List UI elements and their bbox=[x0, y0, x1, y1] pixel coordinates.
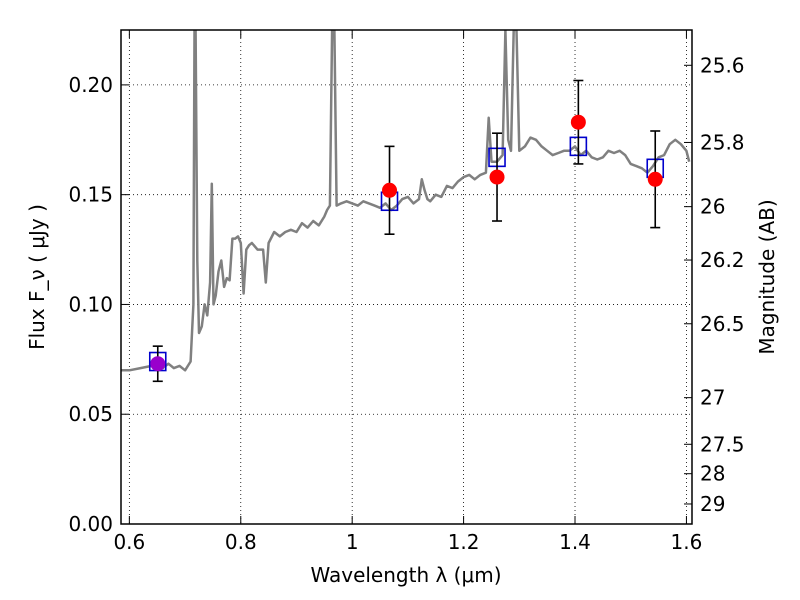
mag-tick-label: 29 bbox=[700, 492, 725, 516]
mag-tick-label: 26.2 bbox=[700, 248, 745, 272]
observed-point bbox=[489, 169, 505, 185]
observed-point bbox=[382, 182, 398, 198]
mag-tick-label: 28 bbox=[700, 462, 725, 486]
y-tick-label: 0.15 bbox=[68, 183, 113, 207]
y-tick-label: 0.00 bbox=[68, 512, 113, 536]
mag-tick-label: 25.6 bbox=[700, 53, 745, 77]
x-tick-label: 1.6 bbox=[671, 530, 703, 554]
plot-area bbox=[121, 30, 691, 383]
x-axis-label: Wavelength λ (μm) bbox=[310, 563, 501, 587]
y-axis-label: Flux F_ν ( μJy ) bbox=[25, 204, 49, 350]
axes-frame bbox=[120, 29, 693, 525]
mag-tick-label: 25.8 bbox=[700, 130, 745, 154]
y-tick-label: 0.10 bbox=[68, 292, 113, 316]
mag-tick-label: 26.5 bbox=[700, 312, 745, 336]
observed-point bbox=[570, 114, 586, 130]
mag-tick-label: 27 bbox=[700, 386, 725, 410]
y-tick-label: 0.20 bbox=[68, 73, 113, 97]
mag-tick-label: 26 bbox=[700, 195, 725, 219]
observed-point bbox=[647, 171, 663, 187]
y2-axis-label: Magnitude (AB) bbox=[755, 199, 779, 354]
observed-point bbox=[150, 356, 166, 372]
x-tick-label: 0.6 bbox=[113, 530, 145, 554]
ticks: 0.6 0.8 1 1.2 1.4 1.6 0.00 0.05 0.10 0.15 0.20 25.6… bbox=[68, 30, 745, 554]
x-tick-label: 1.2 bbox=[448, 530, 480, 554]
mag-tick-label: 27.5 bbox=[700, 432, 745, 456]
x-tick-label: 0.8 bbox=[225, 530, 257, 554]
x-tick-label: 1.4 bbox=[559, 530, 591, 554]
x-tick-label: 1 bbox=[346, 530, 359, 554]
y-tick-label: 0.05 bbox=[68, 402, 113, 426]
